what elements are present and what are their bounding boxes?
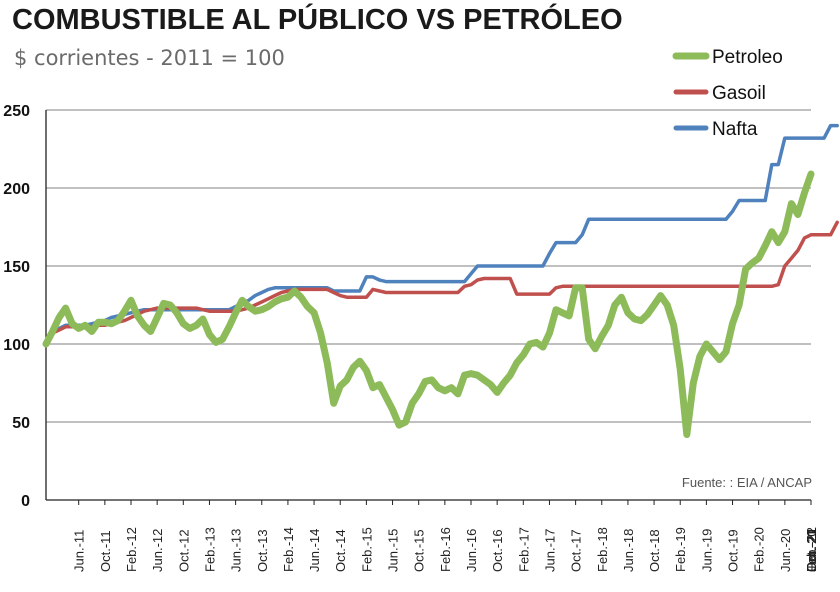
x-tick-label: Jun.-17 bbox=[542, 529, 557, 572]
x-tick-label: Jun.-14 bbox=[307, 529, 322, 572]
x-tick-label: Jun.-16 bbox=[464, 529, 479, 572]
x-tick-label: Feb.-19 bbox=[673, 527, 688, 572]
x-tick-label: Feb.-16 bbox=[438, 527, 453, 572]
x-tick-label: Oct.-16 bbox=[490, 529, 505, 572]
x-tick-label: Feb.-21 bbox=[804, 527, 819, 572]
y-tick-label: 250 bbox=[3, 103, 30, 120]
x-tick-label: Oct.-11 bbox=[98, 530, 113, 572]
x-tick-label: Feb.-13 bbox=[202, 527, 217, 572]
axis-layer: 0 50 100 150 200 250 Jun.-11 Oct.-11 Feb.-12 Jun.… bbox=[3, 103, 819, 572]
chart-subtitle: $ corrientes - 2011 = 100 bbox=[14, 46, 285, 70]
x-tick-label: Oct.-13 bbox=[255, 529, 270, 572]
x-tick-label: Jun.-19 bbox=[699, 529, 714, 572]
x-tick-label: Feb.-22 bbox=[804, 527, 819, 572]
x-tick-label: Jun.-21 bbox=[804, 529, 819, 572]
x-tick-label: Oct.-21 bbox=[804, 529, 819, 572]
x-tick-label: Oct.-15 bbox=[412, 529, 427, 572]
series-line-petroleo bbox=[42, 170, 815, 438]
chart-title: COMBUSTIBLE AL PÚBLICO VS PETRÓLEO bbox=[12, 4, 623, 36]
x-tick-label: Jun.-11 bbox=[72, 530, 87, 572]
series-layer bbox=[42, 123, 839, 438]
x-tick-label: Jun.-13 bbox=[229, 529, 244, 572]
legend-label-petroleo: Petroleo bbox=[712, 47, 783, 68]
x-tick-label: Feb.-17 bbox=[516, 527, 531, 572]
x-tick-label: Oct.-14 bbox=[333, 529, 348, 572]
x-tick-label: Feb.-12 bbox=[124, 527, 139, 572]
x-tick-label: Feb.-15 bbox=[359, 527, 374, 572]
series-line-gasoil bbox=[44, 220, 839, 346]
x-tick-label: Jun.-18 bbox=[621, 529, 636, 572]
legend-label-nafta: Nafta bbox=[712, 119, 758, 140]
x-tick-label: Oct.-17 bbox=[569, 529, 584, 572]
legend-label-gasoil: Gasoil bbox=[712, 83, 766, 104]
x-tick-label: Jun.-12 bbox=[150, 529, 165, 572]
y-tick-label: 50 bbox=[12, 415, 30, 432]
x-tick-label: Oct.-19 bbox=[726, 529, 741, 572]
source-note: Fuente: : EIA / ANCAP bbox=[682, 475, 812, 490]
x-tick-label: Feb.-20 bbox=[752, 527, 767, 572]
grid-layer bbox=[46, 109, 811, 423]
x-tick-label: Oct.-18 bbox=[647, 529, 662, 572]
x-tick-label: Feb.-14 bbox=[281, 527, 296, 572]
y-tick-label: 150 bbox=[3, 259, 30, 276]
x-tick-label: Jun.-15 bbox=[386, 529, 401, 572]
y-tick-label: 200 bbox=[3, 181, 30, 198]
x-tick-label: Feb.-18 bbox=[595, 527, 610, 572]
legend: Petroleo Gasoil Nafta bbox=[672, 47, 783, 140]
y-tick-label: 100 bbox=[3, 337, 30, 354]
series-line-nafta bbox=[44, 123, 839, 346]
x-tick-label: Oct.-20 bbox=[804, 529, 819, 572]
y-tick-label: 0 bbox=[21, 493, 30, 510]
x-tick-label: Oct.-12 bbox=[176, 529, 191, 572]
x-tick-label: Jun.-20 bbox=[778, 529, 793, 572]
